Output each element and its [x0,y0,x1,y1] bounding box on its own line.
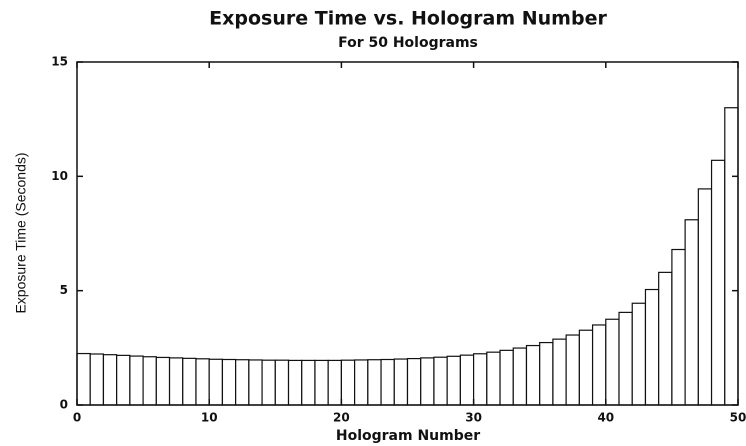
x-axis-label: Hologram Number [336,428,480,444]
bar [710,159,726,406]
bar [525,344,541,406]
bar [301,359,316,406]
bar [486,351,501,406]
bar [578,329,594,406]
bar [182,357,197,406]
bar [314,359,329,406]
bar [76,352,91,406]
bar [644,288,660,406]
x-tick-label: 40 [597,411,614,425]
y-tick-label: 5 [60,283,68,297]
bar [446,355,461,406]
bar [261,359,276,406]
bar [631,302,647,406]
bar [433,356,448,406]
bar [116,354,131,406]
bar [565,334,580,406]
x-tick-label: 0 [73,411,81,425]
plot-frame [76,61,739,406]
bar [208,358,224,406]
bar [697,188,713,406]
bar [473,353,488,406]
bar [393,358,409,406]
bar [274,359,290,406]
bar [539,341,554,406]
bar [591,324,607,406]
bar [168,357,184,406]
y-axis-label: Exposure Time (Seconds) [13,152,29,313]
bar [102,354,118,406]
bar [221,358,237,406]
bar [618,311,633,406]
bar [658,271,673,406]
bar [155,356,171,406]
bar [340,359,356,406]
bar [605,318,620,406]
bar [354,359,369,406]
bar [380,358,395,406]
chart-title: Exposure Time vs. Hologram Number [209,8,607,30]
y-tick-label: 10 [51,169,68,183]
bar [235,359,250,406]
bar [89,353,105,406]
bar [512,347,528,406]
bar [459,354,475,406]
bar [248,359,263,406]
bar [195,358,210,406]
bar [420,357,435,406]
bar [499,349,514,406]
chart-subtitle: For 50 Holograms [338,35,478,51]
bar [327,359,342,406]
bar [287,359,303,406]
bar [724,107,739,406]
bar [367,359,382,406]
x-tick-label: 50 [730,411,746,425]
y-tick-label: 15 [51,55,68,69]
x-tick-label: 10 [201,411,218,425]
y-tick-label: 0 [60,398,68,412]
bar [142,356,157,406]
bar [684,219,699,406]
bar [671,248,686,406]
x-tick-label: 30 [465,411,482,425]
bar [552,338,567,406]
bar [129,355,144,406]
bar [406,357,422,406]
x-tick-label: 20 [333,411,350,425]
